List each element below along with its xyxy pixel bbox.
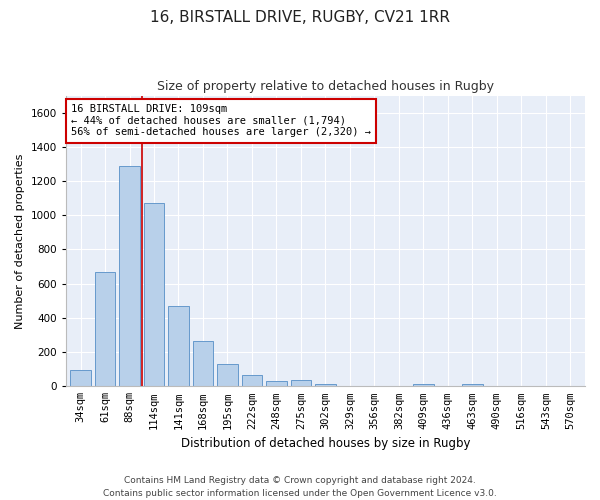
Text: 16, BIRSTALL DRIVE, RUGBY, CV21 1RR: 16, BIRSTALL DRIVE, RUGBY, CV21 1RR (150, 10, 450, 25)
Bar (462, 384, 483, 386)
Title: Size of property relative to detached houses in Rugby: Size of property relative to detached ho… (157, 80, 494, 93)
Bar (266, 380, 287, 386)
Bar (217, 364, 238, 386)
Bar (70, 370, 91, 386)
Bar (290, 380, 311, 386)
Bar (119, 166, 140, 386)
X-axis label: Distribution of detached houses by size in Rugby: Distribution of detached houses by size … (181, 437, 470, 450)
Text: Contains HM Land Registry data © Crown copyright and database right 2024.
Contai: Contains HM Land Registry data © Crown c… (103, 476, 497, 498)
Bar (193, 341, 214, 386)
Y-axis label: Number of detached properties: Number of detached properties (15, 153, 25, 328)
Text: 16 BIRSTALL DRIVE: 109sqm
← 44% of detached houses are smaller (1,794)
56% of se: 16 BIRSTALL DRIVE: 109sqm ← 44% of detac… (71, 104, 371, 138)
Bar (168, 306, 189, 386)
Bar (242, 375, 262, 386)
Bar (315, 384, 336, 386)
Bar (413, 384, 434, 386)
Bar (143, 204, 164, 386)
Bar (95, 272, 115, 386)
